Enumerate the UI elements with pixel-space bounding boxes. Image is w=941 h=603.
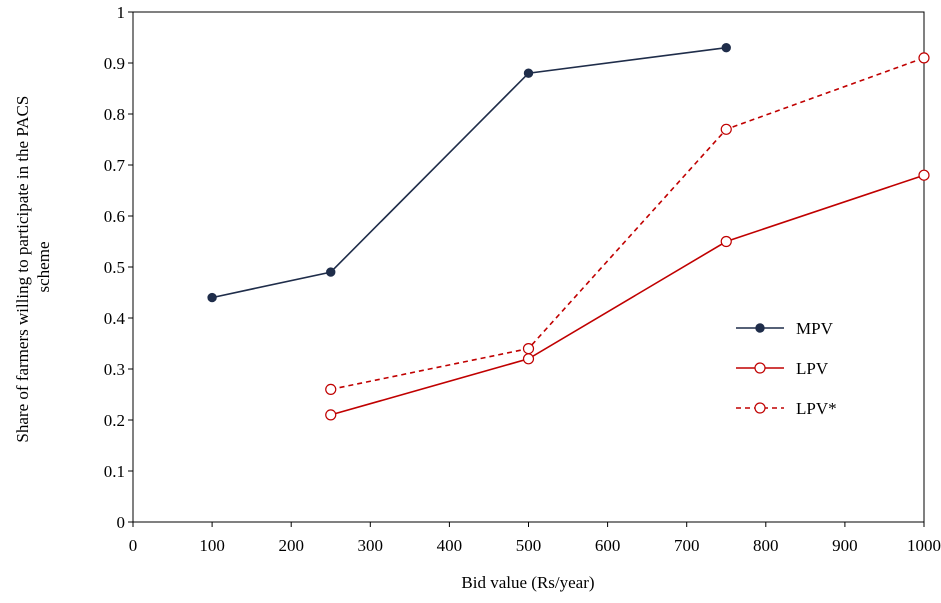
data-point-lpv-star bbox=[720, 123, 732, 135]
x-tick-label: 600 bbox=[595, 536, 621, 555]
series-line-lpv-star bbox=[330, 57, 925, 391]
y-tick-label: 0.5 bbox=[104, 258, 125, 277]
data-point-lpv-star bbox=[325, 383, 337, 395]
data-point-lpv-star bbox=[522, 343, 535, 355]
x-tick-label: 1000 bbox=[907, 536, 941, 555]
y-tick-label: 1 bbox=[117, 3, 126, 22]
y-tick-label: 0 bbox=[117, 513, 126, 532]
y-tick-label: 0.3 bbox=[104, 360, 125, 379]
x-tick-label: 200 bbox=[278, 536, 304, 555]
series-line-lpv bbox=[330, 174, 925, 416]
x-tick-label: 300 bbox=[358, 536, 384, 555]
legend-item-mpv: MPV bbox=[736, 319, 834, 338]
data-point-mpv bbox=[207, 292, 217, 303]
y-axis-label-line-1: Share of farmers willing to participate … bbox=[13, 96, 32, 443]
data-point-mpv bbox=[721, 43, 731, 53]
legend-item-lpv-star: LPV* bbox=[736, 399, 837, 418]
y-axis-label-line-2: scheme bbox=[34, 242, 53, 293]
y-tick-label: 0.1 bbox=[104, 462, 125, 481]
series-layer bbox=[207, 43, 930, 421]
x-tick-label: 0 bbox=[129, 536, 138, 555]
data-point-lpv bbox=[522, 353, 535, 365]
legend-item-lpv: LPV bbox=[736, 359, 829, 378]
x-tick-label: 500 bbox=[516, 536, 542, 555]
x-axis-label: Bid value (Rs/year) bbox=[461, 573, 594, 592]
y-tick-label: 0.9 bbox=[104, 54, 125, 73]
x-axis-ticks: 0 100 200 300 400 500 600 700 800 900 1000 bbox=[129, 522, 941, 555]
y-axis-ticks: 0 0.1 0.2 0.3 0.4 0.5 0.6 0.7 0.8 0.9 1 bbox=[104, 3, 133, 532]
y-tick-label: 0.6 bbox=[104, 207, 125, 226]
x-tick-label: 700 bbox=[674, 536, 700, 555]
y-tick-label: 0.2 bbox=[104, 411, 125, 430]
y-axis-label: Share of farmers willing to participate … bbox=[13, 91, 53, 442]
data-point-mpv bbox=[523, 68, 534, 78]
x-tick-label: 100 bbox=[199, 536, 225, 555]
y-tick-label: 0.4 bbox=[104, 309, 126, 328]
legend-label: LPV bbox=[796, 359, 829, 378]
legend-marker bbox=[755, 323, 765, 333]
legend-label: MPV bbox=[796, 319, 834, 338]
series-line-mpv bbox=[211, 46, 727, 299]
legend-label: LPV* bbox=[796, 399, 837, 418]
data-point-lpv bbox=[325, 409, 337, 421]
plot-area bbox=[132, 11, 925, 523]
y-tick-label: 0.8 bbox=[104, 105, 125, 124]
series-mpv bbox=[207, 43, 731, 303]
legend-marker bbox=[754, 402, 766, 414]
series-lpv-star bbox=[325, 52, 930, 395]
legend: MPV LPV LPV* bbox=[736, 319, 837, 418]
data-point-lpv bbox=[720, 235, 732, 248]
legend-marker bbox=[754, 362, 766, 374]
data-point-lpv-star bbox=[918, 52, 930, 64]
y-tick-label: 0.7 bbox=[104, 156, 126, 175]
data-point-lpv bbox=[918, 169, 930, 181]
data-point-mpv bbox=[326, 267, 336, 277]
series-lpv bbox=[325, 169, 930, 421]
x-tick-label: 400 bbox=[437, 536, 463, 555]
x-tick-label: 900 bbox=[832, 536, 858, 555]
x-tick-label: 800 bbox=[753, 536, 779, 555]
